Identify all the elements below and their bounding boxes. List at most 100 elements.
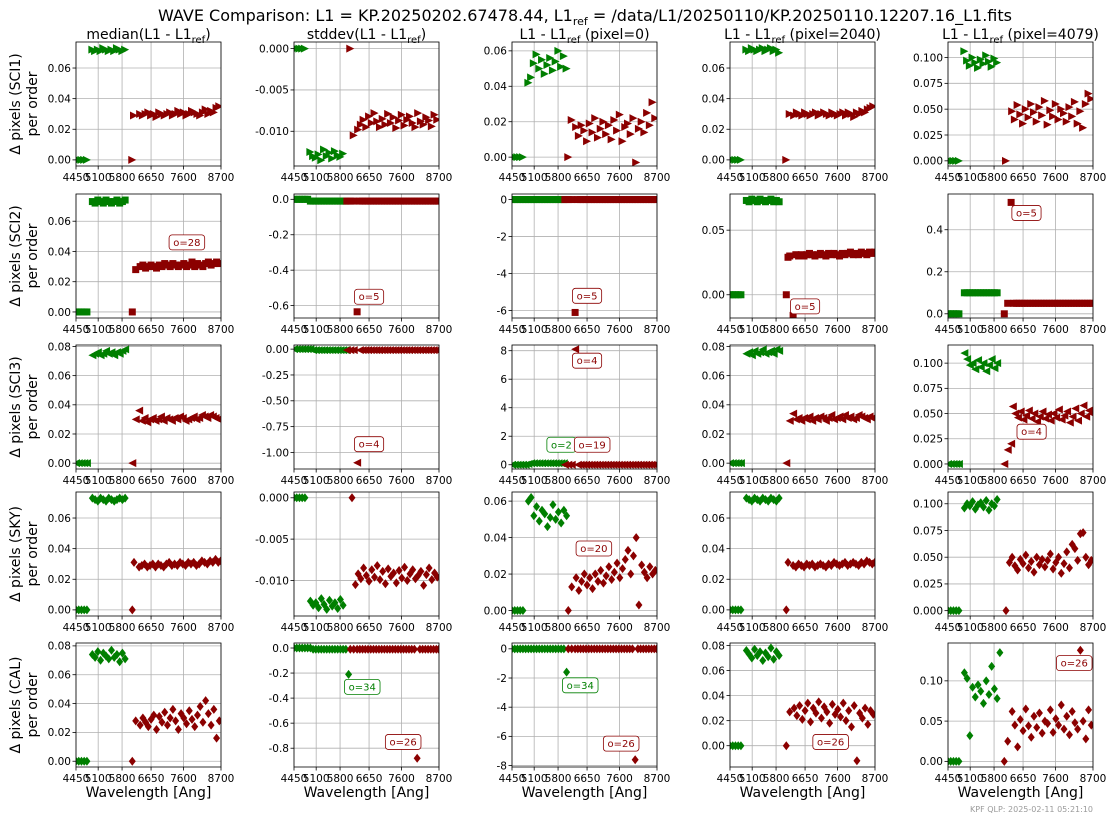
x-tick-label: 5100	[957, 622, 984, 634]
data-point	[977, 686, 985, 696]
annotation-box	[344, 678, 381, 695]
data-point	[568, 582, 576, 592]
data-point	[370, 109, 379, 118]
data-point	[736, 459, 745, 468]
y-tick-label: 4	[500, 403, 507, 415]
data-point	[982, 367, 991, 376]
x-tick-label: 6650	[792, 622, 819, 634]
x-tick-label: 6650	[356, 622, 383, 634]
x-tick-label: 4450	[281, 172, 308, 184]
data-point	[613, 126, 622, 135]
data-point	[543, 522, 551, 532]
y-tick-label: 0.02	[48, 574, 71, 586]
data-point	[325, 148, 334, 157]
annotation-label: o=26	[390, 737, 417, 748]
data-point	[1011, 720, 1019, 730]
data-point	[988, 661, 996, 671]
data-point	[201, 105, 210, 114]
x-tick-label: 6650	[792, 324, 819, 336]
data-point	[1063, 407, 1072, 416]
data-point	[331, 598, 339, 608]
data-point	[785, 416, 794, 425]
x-tick-label: 5100	[303, 172, 330, 184]
x-tick-label: 7600	[1042, 172, 1069, 184]
data-point	[960, 47, 969, 56]
annotation-label: o=5	[577, 291, 598, 302]
data-point	[128, 605, 136, 615]
x-tick-label: 4450	[63, 622, 90, 634]
x-tick-label: 4450	[717, 622, 744, 634]
data-point	[540, 69, 549, 78]
data-point	[417, 566, 425, 576]
data-point	[651, 114, 657, 123]
data-point	[632, 158, 641, 166]
x-tick-label: 6650	[1010, 773, 1037, 785]
data-point	[858, 713, 866, 723]
y-tick-label: 0.075	[913, 383, 943, 395]
data-point	[532, 50, 541, 59]
x-tick-label: 4450	[717, 773, 744, 785]
data-point	[430, 110, 439, 119]
y-tick-label: 0.100	[913, 52, 943, 64]
data-point	[775, 651, 783, 661]
data-point	[828, 699, 836, 709]
data-point	[83, 308, 91, 316]
data-point	[1060, 109, 1068, 118]
data-point	[850, 113, 859, 122]
x-tick-label: 4450	[63, 172, 90, 184]
data-point	[204, 709, 212, 719]
panel-frame	[75, 41, 222, 167]
data-point	[648, 98, 657, 107]
data-point	[1060, 559, 1068, 569]
x-tick-label: 5100	[521, 622, 548, 634]
data-point	[339, 600, 347, 610]
x-tick-label: 6650	[356, 773, 383, 785]
y-tick-label: 0.06	[48, 513, 72, 525]
data-point	[350, 197, 358, 205]
data-point	[643, 108, 652, 117]
x-tick-label: 8700	[644, 475, 671, 487]
x-axis-label: Wavelength [Ang]	[522, 785, 648, 801]
data-point	[83, 605, 91, 615]
x-tick-label: 7600	[1042, 324, 1069, 336]
data-point	[1025, 721, 1033, 731]
data-point	[1049, 112, 1058, 121]
x-tick-label: 4450	[935, 622, 962, 634]
data-point	[871, 557, 875, 567]
panel-frame	[293, 41, 440, 167]
data-point	[1068, 706, 1076, 716]
data-point	[381, 579, 389, 589]
x-tick-label: 6650	[574, 773, 601, 785]
x-tick-label: 6650	[792, 773, 819, 785]
x-axis-label: Wavelength [Ang]	[86, 785, 212, 801]
y-tick-label: -6	[497, 731, 508, 743]
x-tick-label: 4450	[499, 622, 526, 634]
annotation-label: o=4	[577, 356, 598, 367]
data-point	[640, 128, 649, 137]
data-point	[376, 575, 384, 585]
data-point	[993, 494, 1001, 504]
data-point	[121, 45, 130, 54]
y-tick-label: -0.005	[255, 534, 289, 546]
panel-frame	[293, 344, 440, 470]
y-tick-label: 0.2	[926, 267, 943, 279]
data-point	[1079, 123, 1088, 132]
annotation-box	[354, 436, 385, 453]
data-point	[869, 102, 875, 111]
column-title-3: L1 - L1ref (pixel=0)	[519, 27, 649, 46]
data-point	[1089, 299, 1093, 307]
data-point	[136, 720, 144, 730]
data-point	[1035, 103, 1044, 112]
x-tick-label: 5800	[327, 324, 354, 336]
data-point	[433, 572, 439, 582]
panel-data	[76, 645, 221, 766]
data-point	[1079, 401, 1088, 410]
data-point	[371, 572, 379, 582]
y-tick-label: 0.02	[702, 124, 725, 136]
panel-data	[730, 195, 875, 318]
